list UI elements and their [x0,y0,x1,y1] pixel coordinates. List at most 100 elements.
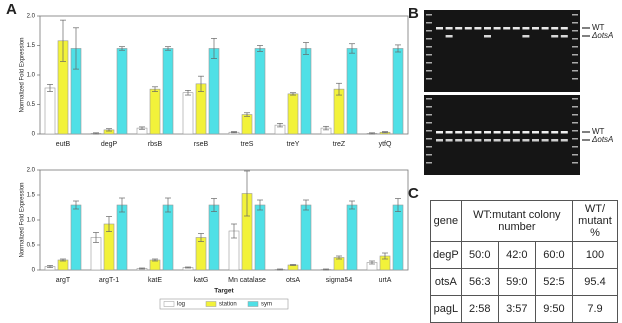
y-tick-label: 0.5 [27,243,36,249]
gel-band [464,139,472,142]
table-cell: 50:0 [460,241,499,269]
ladder-band [426,70,432,72]
error-bar [382,252,388,260]
error-bar [93,232,99,243]
y-tick-label: 0 [32,268,36,274]
bar [392,48,404,135]
x-tick-label: urtA [379,277,392,284]
gel-band [484,27,491,30]
ladder-band [426,154,432,156]
ladder-band [426,78,432,80]
gel-band [493,131,501,134]
bar [162,48,174,135]
gel-band [503,139,511,142]
error-bar [231,223,237,239]
panel-label: C [408,185,419,202]
error-bar [290,92,296,96]
error-bar [303,42,309,55]
error-bar [382,131,388,134]
bar [346,204,358,271]
x-tick-label: Mn catalase [228,277,266,284]
gel-band [445,131,453,134]
x-tick-label: otsA [286,277,300,284]
ladder-band [426,22,432,24]
gel-top [424,10,580,92]
error-bar [106,216,112,232]
gel-band [532,139,539,142]
bar [254,204,266,271]
table-cell: otsA [430,268,462,296]
table-cell: 60:0 [534,241,574,269]
y-tick-label: 1.5 [27,193,36,199]
gel-band [474,131,482,134]
gel-band [512,131,520,134]
error-bar [139,267,145,270]
ladder-band [572,30,578,32]
bar [70,204,82,271]
y-tick-label: 0.5 [27,102,36,108]
gel-band [551,139,559,142]
ladder-band [572,114,578,116]
x-tick-label: treZ [333,141,346,148]
gel-band [560,131,568,134]
x-tick-label: degP [101,141,118,148]
gel-band [493,139,501,142]
gel-band [455,139,463,142]
ladder-band [426,138,432,140]
gel-band [484,131,491,134]
error-bar [60,19,66,62]
table-header: WT:mutant colony number [460,200,574,242]
error-bar [139,126,145,130]
table-cell: 56:3 [460,268,499,296]
gel-band [560,27,568,30]
bar [392,204,404,271]
legend-box [159,298,289,310]
error-bar [303,199,309,211]
ladder-band [426,54,432,56]
ladder-band [426,62,432,64]
y-tick-label: 2.0 [27,14,36,20]
table-header: WT/ mutant % [572,200,618,242]
x-axis-label: Target [214,288,234,295]
error-bar [244,170,250,217]
gel-band [512,27,520,30]
table-cell: 100 [572,241,618,269]
x-tick-label: argT [56,277,71,284]
table-cell: 42:0 [497,241,536,269]
table-cell: 7.9 [572,295,618,323]
ladder-band [426,30,432,32]
gel-band [445,35,453,38]
ladder-band [426,106,432,108]
gel-band [512,139,520,142]
bar [333,257,345,271]
error-bar [336,255,342,260]
bar [149,88,161,135]
bar [195,237,207,271]
error-bar [257,45,263,52]
error-bar [106,128,112,132]
gel-band [541,27,549,30]
bar [208,48,220,135]
ladder-band [572,62,578,64]
error-bar [290,264,296,266]
gel-bands [426,14,578,164]
gel-band [532,131,539,134]
bar [346,48,358,135]
gel-band [484,139,491,142]
ladder-band [572,14,578,16]
gel-band [436,139,443,142]
error-bar [395,44,401,53]
error-bar [60,258,66,262]
ladder-band [426,114,432,116]
error-bar [349,200,355,210]
gel-band [484,35,491,38]
ladder-band [426,14,432,16]
table-cell: 95.4 [572,268,618,296]
x-tick-label: katE [148,277,162,284]
error-bar [93,132,99,135]
error-bar [119,197,125,213]
gel-band [436,27,443,30]
error-bar [185,89,191,96]
